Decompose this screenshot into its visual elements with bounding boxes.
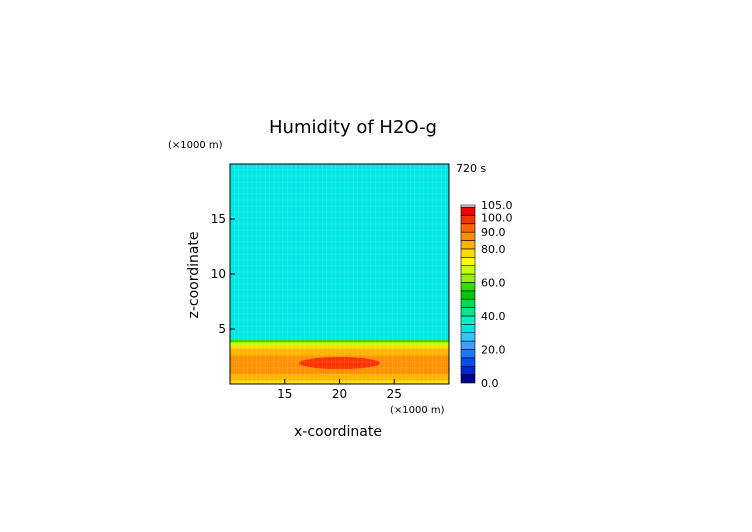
colorbar-label: 90.0: [481, 226, 506, 239]
colorbar-label: 80.0: [481, 243, 506, 256]
time-label: 720 s: [456, 162, 486, 175]
colorbar: [460, 204, 476, 384]
colorbar-segment: [460, 307, 476, 317]
colorbar-segment: [460, 215, 476, 225]
colorbar-segment: [460, 282, 476, 292]
colorbar-label: 105.0: [481, 199, 513, 212]
colorbar-segment: [460, 332, 476, 342]
y-unit-label: (×1000 m): [168, 140, 223, 151]
colorbar-segment: [460, 240, 476, 250]
colorbar-segment: [460, 298, 476, 308]
colorbar-segment: [460, 206, 476, 216]
chart-title: Humidity of H2O-g: [269, 117, 437, 138]
colorbar-label: 20.0: [481, 343, 506, 356]
field-maximum: [298, 357, 381, 370]
x-tick-label: 20: [332, 387, 347, 401]
colorbar-segment: [460, 315, 476, 325]
colorbar-segment: [460, 248, 476, 258]
x-tick-label: 25: [387, 387, 402, 401]
x-tick-label: 15: [277, 387, 292, 401]
colorbar-label: 60.0: [481, 276, 506, 289]
plot-area: [230, 164, 449, 384]
colorbar-segment: [460, 374, 476, 384]
colorbar-segment: [460, 223, 476, 233]
y-tick-label: 10: [211, 267, 226, 281]
colorbar-segment: [460, 273, 476, 283]
colorbar-segment: [460, 324, 476, 334]
colorbar-segment: [460, 256, 476, 266]
colorbar-segment: [460, 265, 476, 275]
colorbar-segment: [460, 349, 476, 359]
y-axis-label: z-coordinate: [186, 231, 202, 318]
colorbar-top-segment: [460, 204, 476, 208]
colorbar-label: 0.0: [481, 377, 499, 390]
colorbar-segment: [460, 340, 476, 350]
colorbar-segment: [460, 357, 476, 367]
colorbar-label: 40.0: [481, 310, 506, 323]
colorbar-segment: [460, 231, 476, 241]
y-tick-label: 15: [211, 212, 226, 226]
y-tick-label: 5: [218, 322, 226, 336]
x-unit-label: (×1000 m): [390, 405, 445, 416]
colorbar-label: 100.0: [481, 211, 513, 224]
colorbar-segment: [460, 290, 476, 300]
colorbar-segment: [460, 365, 476, 375]
x-axis-label: x-coordinate: [294, 424, 382, 440]
